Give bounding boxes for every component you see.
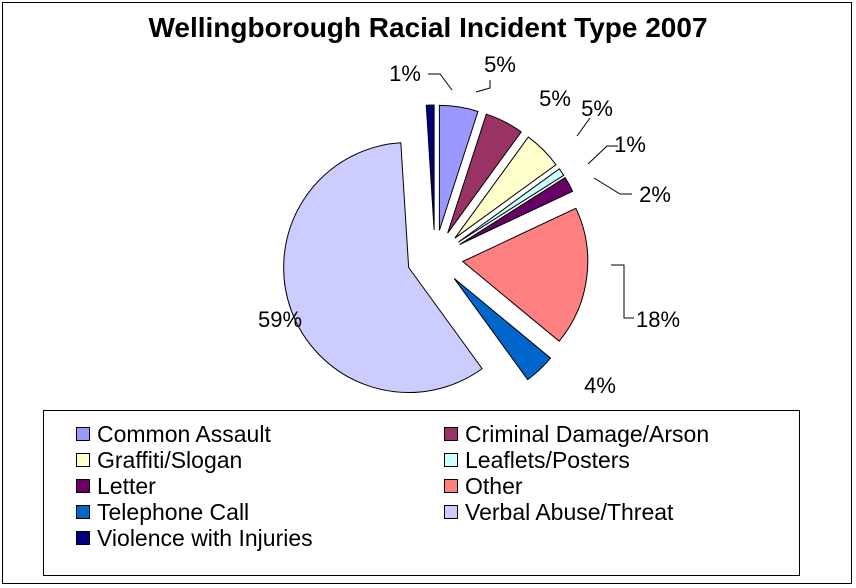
leader-line: [611, 264, 634, 319]
legend-item: Graffiti/Slogan: [76, 447, 242, 473]
pie-slice-other: [461, 207, 589, 342]
legend-label: Other: [465, 472, 523, 499]
data-label: 2%: [639, 182, 671, 207]
pie-slice-common-assault: [438, 104, 479, 231]
data-label: 59%: [258, 307, 302, 332]
legend-swatch: [444, 505, 458, 519]
legend-swatch: [444, 479, 458, 493]
legend-item: Other: [444, 473, 523, 499]
leader-line: [428, 73, 453, 91]
legend-item: Telephone Call: [76, 499, 249, 525]
legend-item: Common Assault: [76, 421, 271, 447]
legend-swatch: [76, 453, 90, 467]
leader-line: [576, 117, 591, 137]
legend-label: Leaflets/Posters: [465, 446, 630, 473]
data-label: 1%: [389, 61, 421, 86]
pie-slice-graffiti-slogan: [454, 136, 557, 239]
pie-slice-leaflets-posters: [457, 168, 565, 243]
legend-item: Letter: [76, 473, 156, 499]
legend-label: Letter: [97, 472, 156, 499]
legend-swatch: [76, 531, 90, 545]
pie-slice-verbal-abuse-threat: [283, 142, 483, 393]
legend-swatch: [76, 427, 90, 441]
legend-item: Verbal Abuse/Threat: [444, 499, 673, 525]
pie-slice-violence-with-injuries: [425, 104, 435, 231]
legend-label: Criminal Damage/Arson: [465, 420, 710, 447]
data-label: 5%: [581, 96, 613, 121]
legend-label: Common Assault: [97, 420, 271, 447]
legend-swatch: [76, 479, 90, 493]
data-label: 4%: [584, 373, 616, 398]
leader-line: [593, 177, 632, 195]
pie-slice-telephone-call: [453, 278, 552, 381]
chart-title: Wellingborough Racial Incident Type 2007: [148, 12, 708, 43]
leader-line: [475, 80, 491, 93]
legend-swatch: [444, 427, 458, 441]
legend-label: Graffiti/Slogan: [97, 446, 243, 473]
data-label: 5%: [484, 52, 516, 77]
data-label: 1%: [614, 132, 646, 157]
legend-item: Violence with Injuries: [76, 525, 313, 551]
legend: Common Assault Criminal Damage/Arson Graff…: [43, 410, 800, 576]
legend-label: Telephone Call: [97, 498, 250, 525]
pie-slice-letter: [459, 176, 574, 245]
legend-item: Leaflets/Posters: [444, 447, 630, 473]
legend-label: Verbal Abuse/Threat: [465, 498, 674, 525]
legend-swatch: [76, 505, 90, 519]
legend-swatch: [444, 453, 458, 467]
legend-label: Violence with Injuries: [97, 524, 313, 551]
leader-line: [587, 145, 618, 165]
data-label: 18%: [636, 307, 680, 332]
data-label: 5%: [539, 86, 571, 111]
legend-item: Criminal Damage/Arson: [444, 421, 709, 447]
pie-slice-criminal-damage-arson: [447, 113, 522, 234]
